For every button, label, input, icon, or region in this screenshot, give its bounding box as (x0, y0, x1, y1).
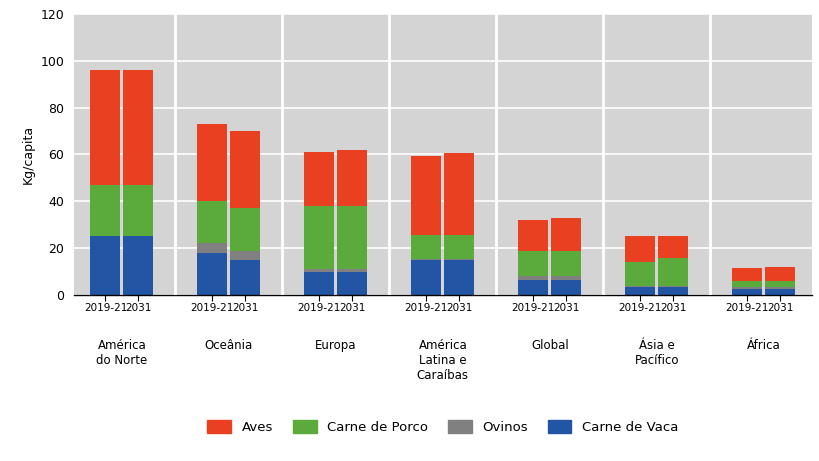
Bar (550, 218, 581, 250)
Text: Ásia e
Pacífico: Ásia e Pacífico (634, 339, 678, 367)
Bar (411, 235, 441, 259)
Bar (658, 236, 687, 258)
Bar (304, 269, 334, 272)
Bar (518, 250, 548, 276)
Bar (764, 281, 794, 287)
Bar (124, 185, 153, 236)
Bar (764, 287, 794, 289)
Bar (197, 124, 227, 201)
Bar (90, 70, 120, 185)
Text: África: África (746, 339, 780, 353)
Bar (444, 235, 473, 259)
Bar (124, 236, 153, 295)
Bar (625, 287, 654, 295)
Bar (197, 243, 227, 253)
Bar (337, 269, 367, 272)
Bar (658, 258, 687, 286)
Bar (444, 153, 473, 235)
Bar (731, 268, 761, 281)
Bar (444, 259, 473, 260)
Bar (197, 201, 227, 243)
Bar (124, 70, 153, 185)
Bar (444, 260, 473, 295)
Bar (731, 281, 761, 287)
Text: Oceânia: Oceânia (205, 339, 253, 353)
Bar (550, 280, 581, 295)
Bar (625, 236, 654, 262)
Bar (658, 286, 687, 287)
Bar (550, 250, 581, 276)
Text: América
do Norte: América do Norte (96, 339, 147, 367)
Legend: Aves, Carne de Porco, Ovinos, Carne de Vaca: Aves, Carne de Porco, Ovinos, Carne de V… (207, 420, 677, 434)
Bar (518, 220, 548, 250)
Bar (337, 206, 367, 269)
Bar (731, 287, 761, 289)
Bar (304, 272, 334, 295)
Bar (230, 260, 260, 295)
Bar (625, 262, 654, 286)
Bar (337, 272, 367, 295)
Bar (304, 206, 334, 269)
Text: América
Latina e
Caraíbas: América Latina e Caraíbas (416, 339, 468, 383)
Bar (518, 276, 548, 280)
Y-axis label: Kg/capita: Kg/capita (21, 125, 34, 184)
Bar (230, 131, 260, 208)
Bar (197, 253, 227, 295)
Bar (764, 289, 794, 295)
Bar (625, 286, 654, 287)
Bar (337, 150, 367, 206)
Bar (90, 185, 120, 236)
Bar (90, 236, 120, 295)
Text: Europa: Europa (314, 339, 356, 353)
Bar (411, 156, 441, 235)
Bar (230, 250, 260, 260)
Text: Global: Global (530, 339, 568, 353)
Bar (764, 267, 794, 281)
Bar (550, 276, 581, 280)
Bar (658, 287, 687, 295)
Bar (411, 260, 441, 295)
Bar (230, 208, 260, 250)
Bar (304, 152, 334, 206)
Bar (518, 280, 548, 295)
Bar (411, 259, 441, 260)
Bar (731, 289, 761, 295)
